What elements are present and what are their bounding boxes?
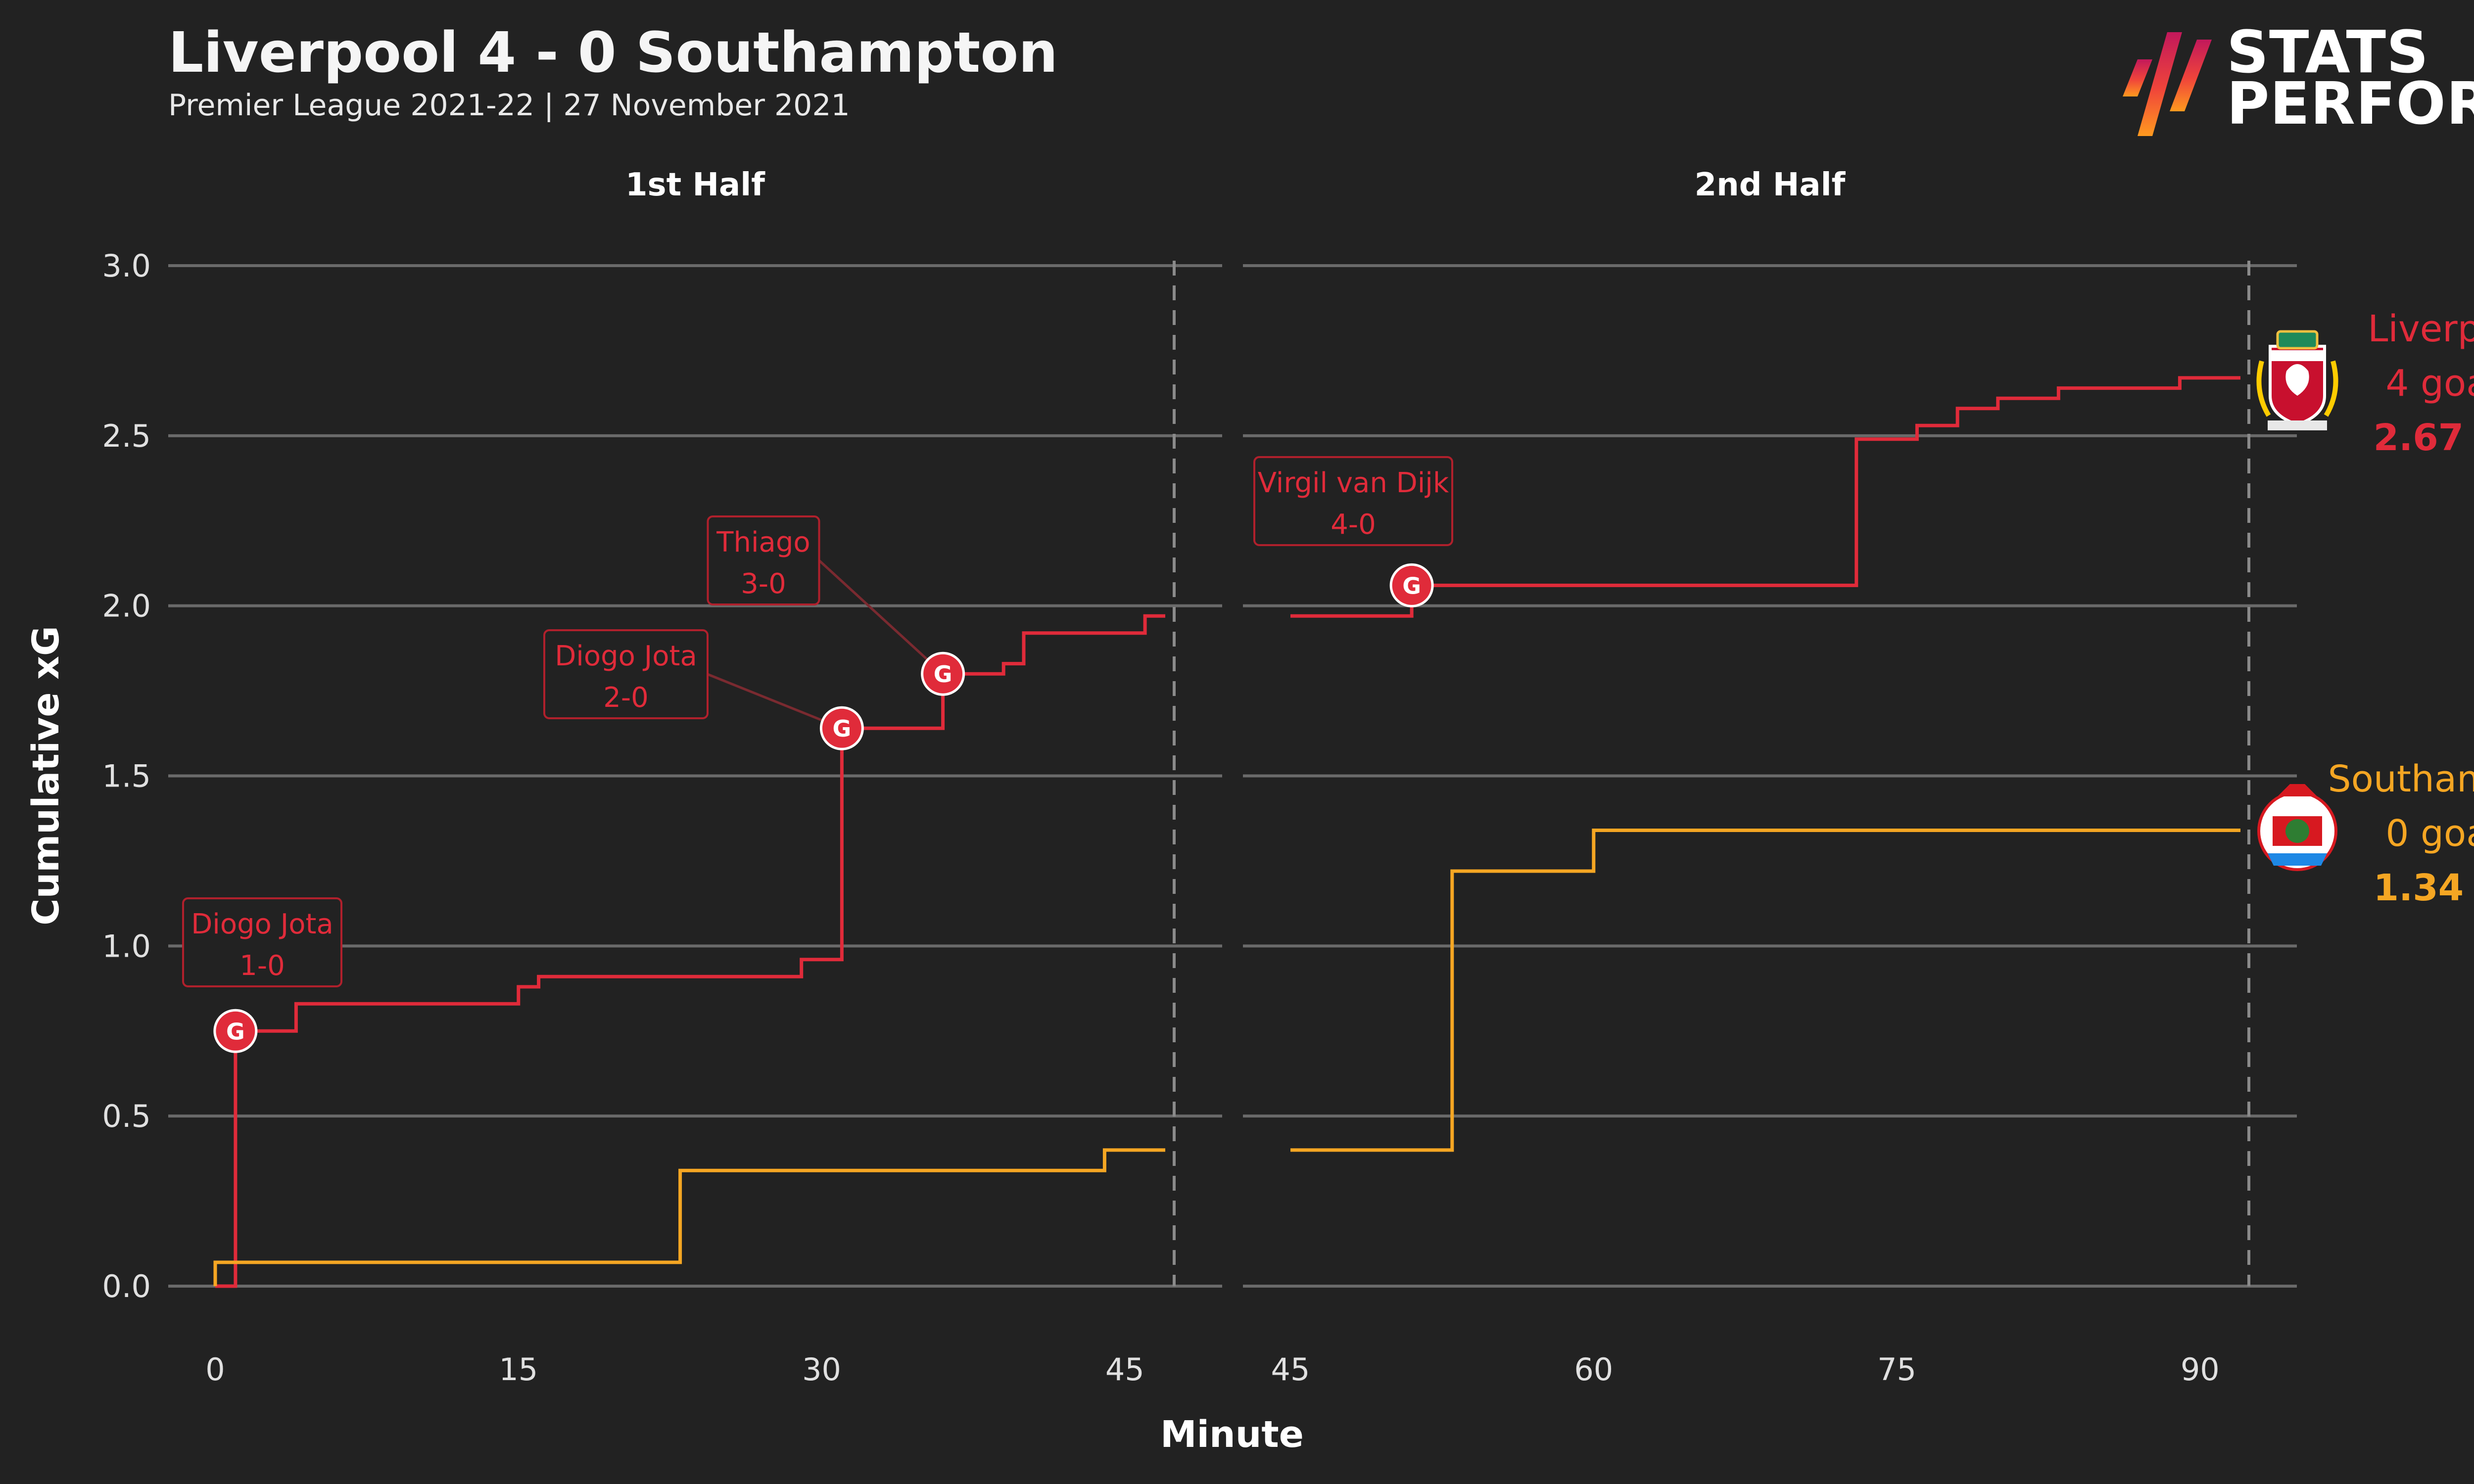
liverpool-crest-icon <box>2259 331 2335 430</box>
goal-annotation-leader <box>707 673 843 730</box>
page-title: Liverpool 4 - 0 Southampton <box>168 21 1058 85</box>
goal-scorer-label: Virgil van Dijk <box>1258 467 1449 499</box>
goal-scorer-label: Thiago <box>716 526 810 558</box>
goal-marker <box>213 1009 258 1053</box>
goal-score-label: 1-0 <box>239 950 285 982</box>
goal-annotation-box <box>1253 456 1453 546</box>
goal-score-label: 2-0 <box>603 682 648 714</box>
goal-marker <box>819 706 864 750</box>
southampton-crest-icon <box>2259 784 2336 870</box>
x-tick-label: 90 <box>2181 1351 2220 1388</box>
team-goals-label: 0 goals <box>2385 812 2474 855</box>
goal-score-label: 4-0 <box>1331 509 1376 541</box>
x-tick-label: 45 <box>1271 1351 1310 1388</box>
goal-annotation-leader <box>818 559 944 675</box>
x-tick-label: 60 <box>1574 1351 1613 1388</box>
y-tick-label: 3.0 <box>102 248 151 284</box>
goal-scorer-label: Diogo Jota <box>555 640 697 672</box>
goal-annotation-box <box>707 515 820 605</box>
y-tick-label: 2.5 <box>102 418 151 454</box>
x-tick-label: 15 <box>499 1351 538 1388</box>
y-tick-label: 1.5 <box>102 758 151 794</box>
team-goals-label: 4 goals <box>2385 362 2474 405</box>
facet-title: 2nd Half <box>1695 167 1846 203</box>
x-tick-label: 0 <box>205 1351 225 1388</box>
goal-annotation-box <box>543 629 709 719</box>
y-tick-label: 0.0 <box>102 1268 151 1304</box>
goal-marker <box>921 651 965 696</box>
team-xg-label: 2.67 xG <box>2374 417 2474 459</box>
series-line-liverpool <box>1290 376 2240 618</box>
series-line-southampton <box>213 1148 1165 1286</box>
stats-perform-logo-icon <box>2123 32 2212 136</box>
brand-line-2: PERFORM <box>2227 69 2474 138</box>
y-tick-label: 2.0 <box>102 588 151 624</box>
y-tick-label: 1.0 <box>102 928 151 964</box>
x-tick-label: 45 <box>1105 1351 1144 1388</box>
goal-score-label: 3-0 <box>741 568 786 600</box>
stats-perform-logo: STATS PERFORM <box>2118 22 2474 141</box>
series-line-southampton <box>1290 829 2240 1152</box>
series-line-liverpool <box>215 614 1165 1288</box>
team-xg-label: 1.34 xG <box>2374 867 2474 909</box>
goal-marker <box>1389 563 1434 607</box>
goal-annotation-box <box>182 897 342 987</box>
x-tick-label: 30 <box>802 1351 841 1388</box>
page-subtitle: Premier League 2021-22 | 27 November 202… <box>168 88 850 123</box>
x-axis-title: Minute <box>1160 1413 1304 1456</box>
y-axis-title: Cumulative xG <box>25 626 67 925</box>
brand-line-1: STATS <box>2227 18 2429 86</box>
goal-marker-label: G <box>833 715 852 742</box>
team-name-label: Liverpool <box>2368 308 2474 350</box>
facet-title: 1st Half <box>625 167 765 203</box>
y-tick-label: 0.5 <box>102 1098 151 1134</box>
team-name-label: Southampton <box>2328 758 2474 800</box>
goal-marker-label: G <box>226 1018 245 1045</box>
goal-marker-label: G <box>1402 572 1421 599</box>
goal-marker-label: G <box>934 661 952 688</box>
x-tick-label: 75 <box>1877 1351 1916 1388</box>
goal-scorer-label: Diogo Jota <box>191 908 333 940</box>
